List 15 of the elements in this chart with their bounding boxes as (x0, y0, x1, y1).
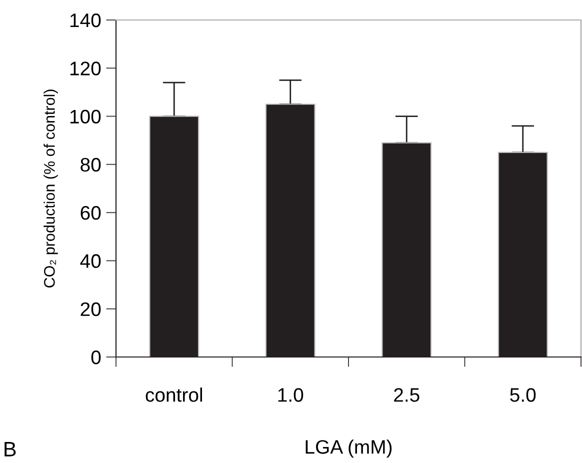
x-tick-label: 2.5 (394, 388, 420, 402)
y-tick-label: 140 (70, 13, 101, 28)
y-tick-label: 120 (70, 62, 101, 76)
text: B (4, 442, 16, 456)
y-tick-label: 20 (80, 302, 101, 316)
y-tick-label: 60 (80, 206, 101, 220)
y-tick-label: 80 (80, 158, 101, 172)
x-tick-label: control (146, 388, 202, 402)
y-tick-label: 100 (70, 110, 101, 124)
y-tick-label: 0 (91, 350, 101, 364)
y-axis-title: CO₂ production (% of control) (44, 90, 58, 288)
x-tick-label: 1.0 (278, 388, 304, 402)
x-axis-title: LGA (mM) (306, 440, 392, 458)
y-tick-label: 40 (80, 254, 101, 268)
x-tick-label: 5.0 (510, 388, 536, 402)
